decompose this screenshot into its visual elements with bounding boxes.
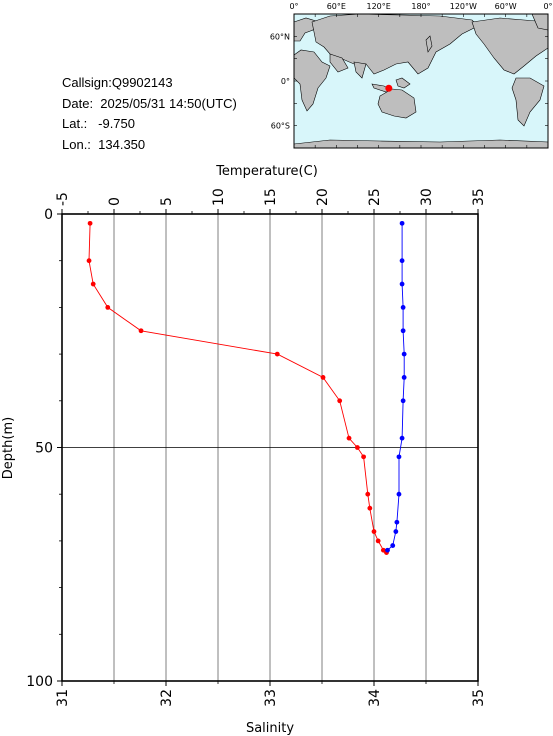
salinity-point bbox=[400, 398, 406, 404]
temperature-tick-label: 0 bbox=[107, 197, 123, 206]
temperature-point bbox=[371, 529, 377, 534]
float-info: Callsign:Q9902143 Date: 2025/05/31 14:50… bbox=[62, 73, 237, 155]
salinity-point bbox=[396, 454, 402, 460]
temperature-point bbox=[361, 454, 366, 460]
temperature-tick-label: 25 bbox=[367, 188, 383, 206]
salinity-tick-label: 35 bbox=[471, 689, 487, 707]
salinity-line bbox=[387, 223, 405, 551]
temperature-point bbox=[365, 491, 371, 497]
date-text: Date: 2025/05/31 14:50(UTC) bbox=[62, 95, 237, 111]
temperature-tick-label: 15 bbox=[263, 188, 279, 206]
temperature-point bbox=[320, 375, 326, 380]
salinity-point bbox=[385, 547, 390, 553]
callsign-text: Callsign:Q9902143 bbox=[62, 75, 173, 90]
map-longitude-label: 180° bbox=[411, 2, 430, 11]
depth-axis-label: Depth(m) bbox=[1, 417, 16, 479]
salinity-point bbox=[399, 220, 405, 226]
temperature-point bbox=[375, 538, 381, 544]
map-frame-ticks bbox=[293, 14, 549, 148]
temperature-tick-label: 35 bbox=[471, 188, 487, 206]
temperature-point bbox=[105, 305, 111, 310]
map-latitude-label: 60°N bbox=[270, 32, 290, 41]
temperature-tick-label: 20 bbox=[315, 188, 331, 206]
salinity-point bbox=[401, 351, 407, 357]
salinity-point bbox=[399, 258, 405, 264]
temperature-line bbox=[88, 223, 387, 553]
temperature-point bbox=[337, 398, 343, 404]
temperature-point bbox=[87, 220, 93, 226]
salinity-tick-label: 33 bbox=[263, 689, 279, 707]
map-latitude-label: 0° bbox=[281, 77, 290, 86]
salinity-point bbox=[401, 375, 407, 380]
salinity-point bbox=[399, 281, 405, 287]
map-longitude-label: 0° bbox=[289, 2, 298, 11]
salinity-point bbox=[400, 328, 406, 334]
temperature-axis-label: Temperature(C) bbox=[215, 164, 318, 179]
salinity-axis-label: Salinity bbox=[246, 721, 294, 736]
plot-series bbox=[86, 220, 407, 555]
depth-tick-label: 50 bbox=[35, 441, 53, 457]
map-longitude-label: 60°W bbox=[495, 2, 517, 11]
map-longitude-label: 120°E bbox=[367, 2, 391, 11]
salinity-point bbox=[390, 543, 396, 548]
salinity-tick-label: 34 bbox=[367, 689, 383, 707]
depth-tick-label: 100 bbox=[26, 674, 53, 690]
map-longitude-label: 0° bbox=[543, 2, 552, 11]
temperature-point bbox=[138, 328, 144, 334]
temperature-point bbox=[90, 281, 96, 287]
salinity-tick-label: 32 bbox=[159, 689, 175, 707]
map-latitude-label: 60°S bbox=[271, 122, 290, 131]
temperature-tick-label: -5 bbox=[55, 192, 71, 206]
depth-tick-label: 0 bbox=[44, 207, 53, 223]
salinity-point bbox=[400, 305, 406, 310]
temperature-point bbox=[86, 258, 92, 264]
world-map: 0° 60°E 120°E 180° 120°W 60°W 0° 60°N 0° 60°S bbox=[270, 2, 553, 149]
salinity-point bbox=[393, 529, 399, 534]
temperature-tick-label: 5 bbox=[159, 197, 175, 206]
float-location-marker bbox=[385, 84, 393, 92]
salinity-tick-label: 31 bbox=[55, 689, 71, 707]
temperature-point bbox=[367, 505, 373, 511]
latitude-text: Lat.: -9.750 bbox=[62, 116, 135, 131]
temperature-tick-label: 10 bbox=[211, 188, 227, 206]
temperature-tick-label: 30 bbox=[419, 188, 435, 206]
longitude-text: Lon.: 134.350 bbox=[62, 136, 146, 152]
salinity-point bbox=[396, 491, 402, 497]
temperature-point bbox=[274, 351, 280, 357]
map-labels: 0° 60°E 120°E 180° 120°W 60°W 0° 60°N 0° 60°S bbox=[270, 2, 553, 131]
map-longitude-label: 120°W bbox=[450, 2, 477, 11]
map-longitude-label: 60°E bbox=[327, 2, 346, 11]
salinity-point bbox=[394, 519, 400, 525]
temperature-point bbox=[346, 435, 352, 441]
salinity-point bbox=[399, 435, 405, 441]
temperature-point bbox=[354, 445, 360, 450]
